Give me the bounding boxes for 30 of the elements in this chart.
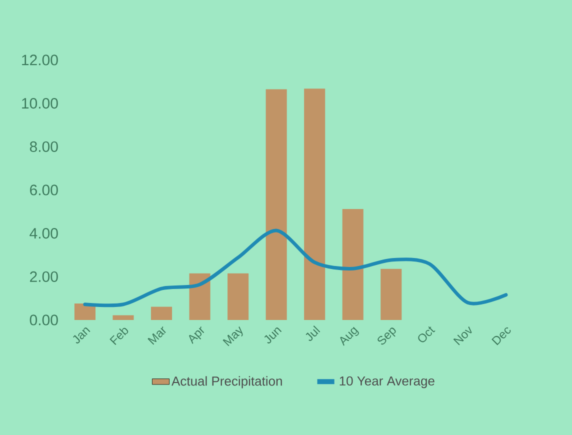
x-tick-label: Nov xyxy=(453,326,472,346)
x-tick-label: Mar xyxy=(148,326,166,345)
line-series xyxy=(83,228,508,308)
x-tick-label: Jan xyxy=(73,328,90,344)
x-tick-label: Aug xyxy=(340,326,359,346)
y-tick-label: 0.00 xyxy=(30,314,58,326)
bar xyxy=(150,306,172,320)
y-tick-label: 2.00 xyxy=(30,271,58,282)
bar xyxy=(228,273,249,320)
x-tick-label: Jun xyxy=(264,328,282,344)
y-tick-label: 10.00 xyxy=(22,98,58,109)
y-tick-label: 8.00 xyxy=(30,141,58,152)
x-tick-label: Oct xyxy=(418,326,436,342)
x-tick-label: Sep xyxy=(378,328,396,345)
y-tick-label: 12.00 xyxy=(22,54,58,66)
x-tick-label: Apr xyxy=(188,326,204,344)
bar xyxy=(112,315,134,320)
y-tick-label: 4.00 xyxy=(30,228,58,239)
legend-label: 10 Year Average xyxy=(340,376,434,388)
bar xyxy=(266,89,287,320)
bar xyxy=(380,268,402,320)
x-tick-label: Jul xyxy=(306,326,320,341)
bar xyxy=(342,209,364,320)
x-tick-label: May xyxy=(222,326,243,346)
bar xyxy=(189,273,210,320)
x-tick-label: Feb xyxy=(110,328,128,346)
x-tick-label: Dec xyxy=(492,327,511,346)
bar xyxy=(304,88,326,320)
legend-label: Actual Precipitation xyxy=(172,376,282,388)
y-tick-label: 6.00 xyxy=(30,184,58,196)
